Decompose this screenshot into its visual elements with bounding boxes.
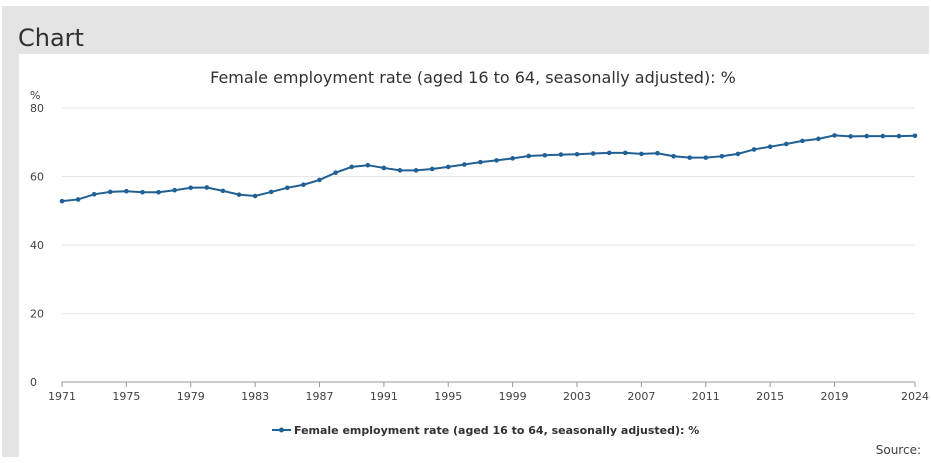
data-point [848, 134, 853, 139]
chart-panel: Chart Female employment rate (aged 16 to… [2, 6, 931, 463]
data-point [880, 133, 886, 139]
x-tick-label: 1987 [306, 390, 334, 403]
data-point [236, 192, 242, 197]
data-point [558, 152, 564, 157]
x-tick-label: 2003 [563, 390, 591, 403]
x-tick-label: 1979 [177, 390, 205, 403]
data-point [896, 133, 902, 139]
data-point [832, 133, 837, 138]
data-point [478, 159, 483, 165]
x-tick-label: 2024 [901, 390, 929, 403]
data-point [494, 158, 499, 163]
y-axis-unit: % [30, 89, 40, 102]
x-tick-label: 2019 [821, 390, 849, 403]
data-point [91, 192, 97, 197]
data-point [140, 189, 145, 195]
data-point [220, 188, 226, 194]
data-point [510, 156, 515, 161]
series-points [59, 133, 918, 204]
line-chart: Female employment rate (aged 16 to 64, s… [30, 68, 929, 437]
data-point [526, 153, 532, 159]
data-point [445, 164, 451, 170]
data-point [268, 189, 274, 195]
chart-area: Female employment rate (aged 16 to 64, s… [19, 54, 931, 463]
x-tick-label: 1999 [499, 390, 527, 403]
x-tick-label: 2015 [756, 390, 784, 403]
data-point [349, 164, 354, 170]
data-point [59, 198, 65, 204]
data-point [156, 189, 161, 195]
data-point [429, 166, 435, 172]
data-point [301, 182, 306, 188]
data-point [107, 189, 113, 195]
x-tick-label: 1991 [370, 390, 398, 403]
data-point [124, 188, 129, 194]
data-point [204, 185, 210, 190]
legend[interactable]: Female employment rate (aged 16 to 64, s… [272, 424, 699, 437]
data-point [172, 187, 177, 193]
data-point [671, 153, 676, 159]
series-line [61, 134, 916, 203]
data-point [767, 144, 773, 150]
data-point [655, 150, 660, 156]
x-tick-label: 1995 [434, 390, 462, 403]
data-point [912, 133, 918, 139]
data-point [639, 151, 644, 157]
data-point [252, 193, 258, 199]
data-point [606, 150, 612, 156]
x-tick-label: 1983 [241, 390, 269, 403]
legend-label: Female employment rate (aged 16 to 64, s… [294, 424, 699, 437]
data-point [542, 152, 548, 158]
data-point [333, 170, 338, 176]
data-point [800, 138, 805, 144]
data-point [751, 147, 757, 152]
y-tick-label: 60 [30, 171, 44, 184]
data-point [574, 151, 580, 157]
data-point [317, 177, 322, 183]
data-point [285, 185, 290, 191]
gridlines [62, 107, 915, 383]
x-tick-label: 1971 [48, 390, 76, 403]
data-point [816, 136, 821, 142]
data-point [397, 168, 403, 173]
y-tick-label: 40 [30, 239, 44, 252]
data-point [687, 155, 692, 160]
data-point [462, 162, 467, 167]
source-label: Source: [875, 443, 921, 457]
x-tick-label: 2007 [627, 390, 655, 403]
data-point [735, 151, 741, 157]
data-point [783, 141, 789, 147]
x-tick-labels: 1971 1975 1979 1983 1987 1991 1995 1999 2003 2007… [48, 382, 929, 403]
data-point [188, 185, 194, 191]
y-tick-label: 0 [30, 376, 37, 389]
data-point [413, 168, 419, 173]
chart-title: Female employment rate (aged 16 to 64, s… [210, 68, 736, 87]
data-point [719, 153, 725, 159]
data-point [590, 151, 596, 156]
data-point [703, 155, 709, 160]
data-point [864, 133, 870, 139]
legend-swatch-marker [279, 427, 284, 433]
x-tick-label: 2011 [692, 390, 720, 403]
y-tick-label: 20 [30, 308, 44, 321]
panel-heading: Chart [18, 24, 84, 52]
data-point [365, 162, 371, 168]
data-point [623, 150, 628, 156]
data-point [75, 197, 81, 202]
x-tick-label: 1975 [112, 390, 140, 403]
data-point [381, 165, 387, 171]
y-tick-labels: 0 20 40 60 80 [30, 102, 44, 389]
y-tick-label: 80 [30, 102, 44, 115]
